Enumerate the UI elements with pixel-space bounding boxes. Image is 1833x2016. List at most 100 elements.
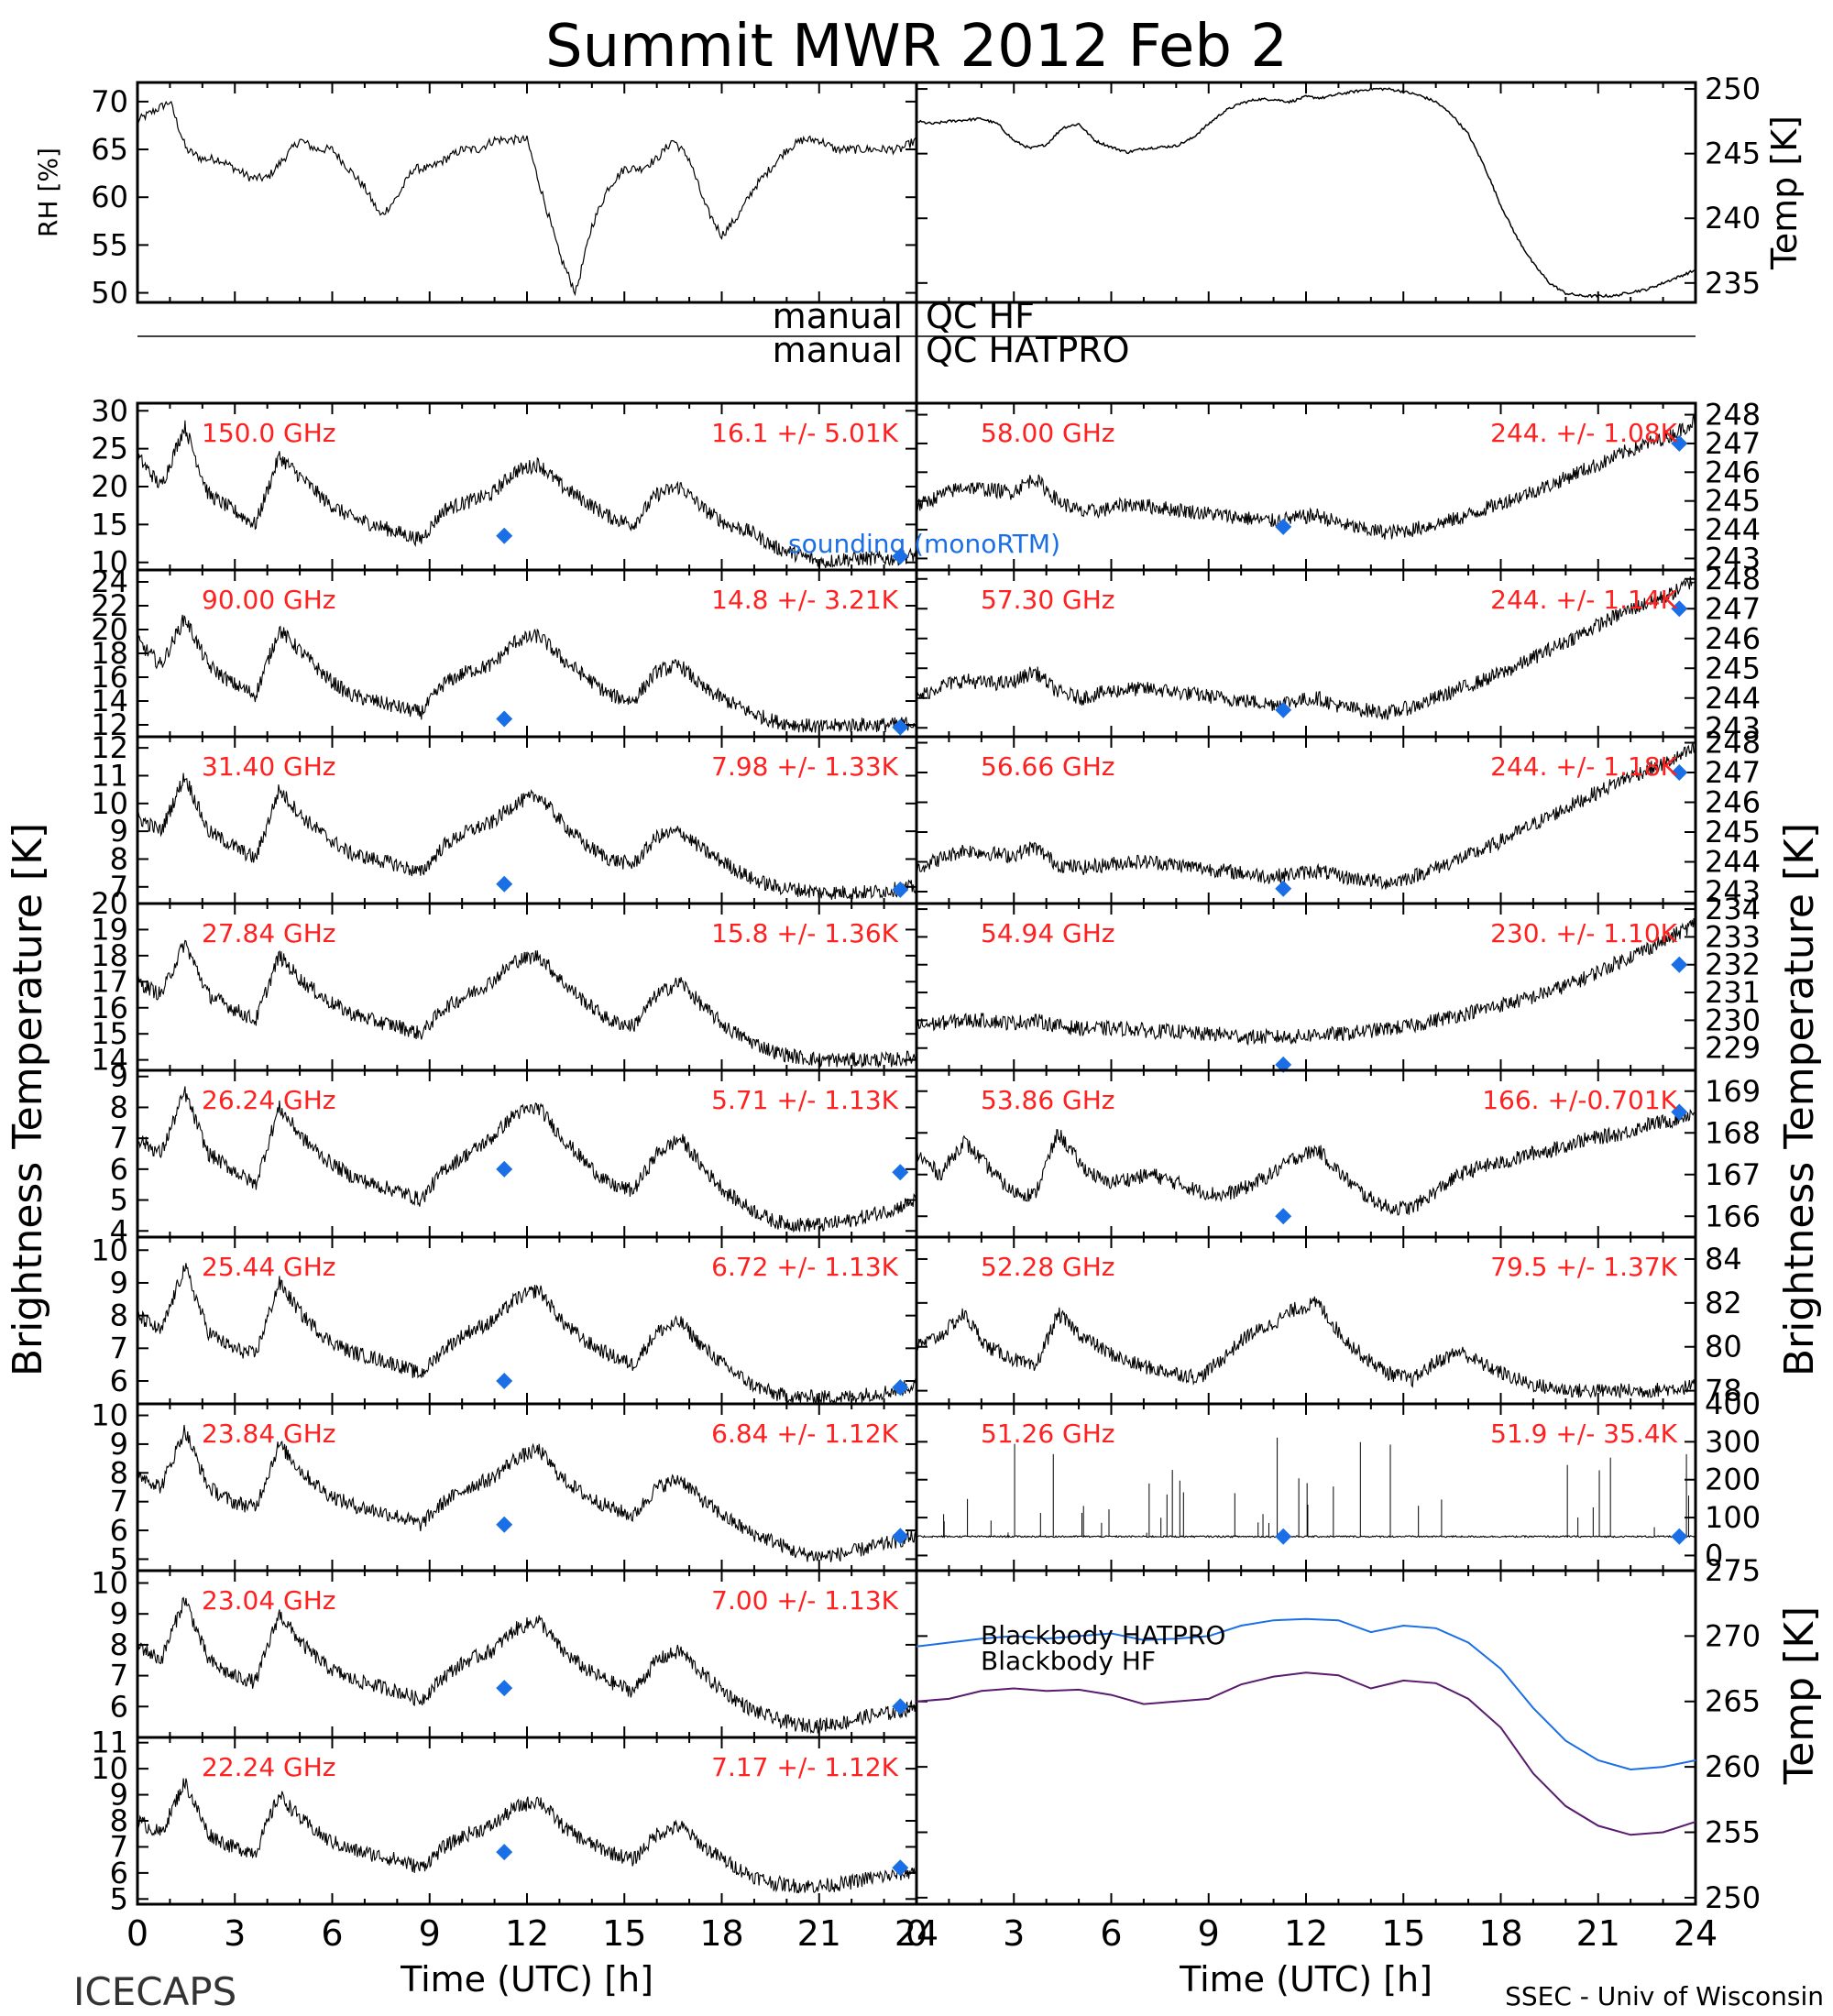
left-xtick-label: 0 [126, 1913, 148, 1954]
left-ch4-sonde-1 [892, 1164, 909, 1181]
left-xtick-label: 3 [224, 1913, 246, 1954]
left-ch5-trace [137, 1263, 917, 1405]
left-ch5-ytick-label: 8 [110, 1298, 128, 1333]
right-ch3-ytick-label: 232 [1705, 948, 1761, 982]
right-ch6-trace [916, 1534, 1696, 1539]
right-ch1-trace [916, 575, 1696, 720]
right-ch5-stats-label: 79.5 +/- 1.37K [1490, 1252, 1677, 1282]
tb-axis-label-right: Brightness Temperature [K] [1776, 823, 1823, 1376]
right-ch3-ytick-label: 230 [1705, 1003, 1761, 1037]
right-ch2-stats-label: 244. +/- 1.18K [1490, 751, 1677, 782]
left-ch8-sonde-1 [892, 1859, 909, 1877]
right-ch1-ytick-label: 245 [1705, 651, 1761, 685]
rh-ytick-label: 60 [91, 180, 128, 214]
right-ch3-trace [916, 918, 1696, 1046]
blackbody-ytick-label: 250 [1705, 1880, 1761, 1915]
right-ch4-ytick-label: 167 [1705, 1157, 1761, 1192]
left-ch5-sonde-0 [496, 1373, 513, 1390]
rh-ytick-label: 55 [91, 227, 128, 262]
left-ch8-ytick-label: 7 [110, 1829, 128, 1864]
left-ch6-ytick-label: 9 [110, 1427, 128, 1462]
right-ch2-ytick-label: 246 [1705, 785, 1761, 820]
right-ch3-sonde-1 [1671, 956, 1688, 973]
right-ch4-ytick-label: 168 [1705, 1115, 1761, 1150]
left-ch2-ytick-label: 11 [91, 758, 128, 793]
left-ch7-sonde-0 [496, 1680, 513, 1697]
right-xaxis-label: Time (UTC) [h] [1179, 1959, 1432, 2000]
right-ch2-sonde-1 [1671, 764, 1688, 781]
left-ch5-freq-label: 25.44 GHz [202, 1252, 336, 1282]
left-ch4-ytick-label: 8 [110, 1090, 128, 1124]
right-ch2-freq-label: 56.66 GHz [981, 751, 1115, 782]
left-ch5-stats-label: 6.72 +/- 1.13K [711, 1252, 898, 1282]
left-ch5-ytick-label: 10 [91, 1233, 128, 1267]
right-ch2-ytick-label: 244 [1705, 845, 1761, 880]
left-ch7-ytick-label: 7 [110, 1659, 128, 1693]
left-ch3-ytick-label: 20 [91, 886, 128, 921]
right-ch0-sonde-1 [1671, 434, 1688, 452]
left-ch2-freq-label: 31.40 GHz [202, 751, 336, 782]
left-ch1-stats-label: 14.8 +/- 3.21K [711, 585, 898, 615]
right-ch6-ytick-label: 400 [1705, 1386, 1761, 1421]
right-xtick-label: 24 [1674, 1913, 1718, 1954]
rh-panel-frame [136, 81, 918, 304]
left-ch6-ytick-label: 10 [91, 1398, 128, 1433]
qc-manual-hatpro: manual [773, 330, 903, 370]
right-ch0-ytick-label: 245 [1705, 484, 1761, 519]
right-ch2-ytick-label: 245 [1705, 815, 1761, 849]
left-ch8-ytick-label: 6 [110, 1856, 128, 1890]
blackbody-ytick-label: 255 [1705, 1814, 1761, 1849]
left-ch2-ytick-label: 7 [110, 870, 128, 904]
right-ch0-freq-label: 58.00 GHz [981, 418, 1115, 448]
left-ch1-ytick-label: 16 [91, 660, 128, 695]
sounding-label: sounding (monoRTM) [788, 529, 1060, 559]
right-ch4-sonde-1 [1671, 1103, 1688, 1121]
right-ch0-ytick-label: 248 [1705, 398, 1761, 433]
left-ch7-sonde-1 [892, 1698, 909, 1715]
left-ch0-ytick-label: 20 [91, 469, 128, 504]
temp-ytick-label: 235 [1705, 266, 1761, 301]
left-ch7-ytick-label: 10 [91, 1565, 128, 1600]
left-ch7-ytick-label: 6 [110, 1689, 128, 1724]
left-ch2-trace [137, 772, 917, 900]
left-xtick-label: 18 [699, 1913, 743, 1954]
right-ch1-freq-label: 57.30 GHz [981, 585, 1115, 615]
rh-axis-label: RH [%] [33, 148, 63, 237]
right-ch2-ytick-label: 243 [1705, 874, 1761, 909]
left-ch0-ytick-label: 25 [91, 432, 128, 466]
right-ch2-ytick-label: 248 [1705, 726, 1761, 761]
left-ch1-ytick-label: 18 [91, 636, 128, 671]
left-ch7-trace [137, 1596, 917, 1735]
right-ch4-freq-label: 53.86 GHz [981, 1085, 1115, 1115]
right-ch0-trace [916, 414, 1696, 540]
left-ch6-ytick-label: 5 [110, 1541, 128, 1576]
left-ch4-ytick-label: 5 [110, 1183, 128, 1218]
blackbody-ytick-label: 260 [1705, 1749, 1761, 1784]
left-ch3-ytick-label: 16 [91, 991, 128, 1025]
left-ch2-stats-label: 7.98 +/- 1.33K [711, 751, 898, 782]
left-ch3-ytick-label: 17 [91, 964, 128, 999]
right-ch6-sonde-0 [1275, 1528, 1292, 1545]
left-ch0-ytick-label: 10 [91, 545, 128, 580]
blackbody-axis-label: Temp [K] [1776, 1606, 1823, 1785]
right-ch0-sonde-0 [1275, 518, 1292, 535]
left-ch1-ytick-label: 20 [91, 612, 128, 647]
left-ch6-ytick-label: 7 [110, 1485, 128, 1519]
right-ch0-ytick-label: 247 [1705, 426, 1761, 461]
right-ch5-ytick-label: 84 [1705, 1242, 1742, 1276]
footer-credit: SSEC - Univ of Wisconsin [1505, 1981, 1824, 2011]
right-ch1-sonde-1 [1671, 600, 1688, 618]
left-xtick-label: 6 [321, 1913, 343, 1954]
left-ch3-stats-label: 15.8 +/- 1.36K [711, 918, 898, 948]
temp-ytick-label: 245 [1705, 137, 1761, 171]
left-xtick-label: 9 [419, 1913, 441, 1954]
right-ch2-ytick-label: 247 [1705, 755, 1761, 790]
left-ch1-ytick-label: 12 [91, 707, 128, 742]
left-xtick-label: 24 [895, 1913, 938, 1954]
left-ch4-stats-label: 5.71 +/- 1.13K [711, 1085, 898, 1115]
left-ch1-sonde-0 [496, 710, 513, 728]
right-ch3-ytick-label: 231 [1705, 975, 1761, 1010]
left-ch6-sonde-1 [892, 1528, 909, 1545]
